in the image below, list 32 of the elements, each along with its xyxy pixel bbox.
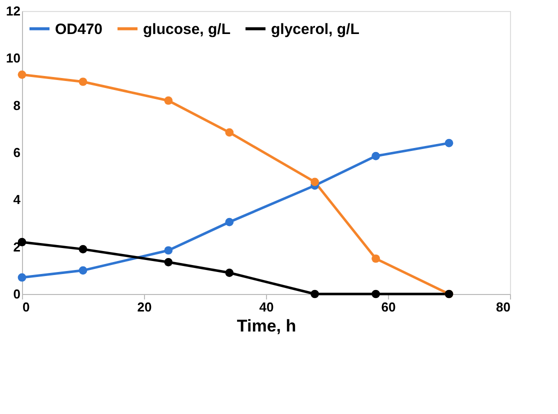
y-tick-label: 0	[13, 286, 20, 302]
y-tick-label: 12	[6, 4, 20, 18]
x-tick-label: 20	[137, 300, 152, 314]
point	[18, 70, 26, 79]
point	[164, 246, 173, 255]
y-tick-label: 10	[6, 50, 20, 66]
point	[444, 138, 454, 148]
point	[164, 96, 173, 105]
x-tick-label: 60	[381, 300, 396, 314]
point	[372, 290, 380, 298]
point	[310, 178, 319, 186]
point	[225, 128, 234, 137]
legend-label: OD470	[55, 20, 103, 38]
point	[225, 218, 234, 226]
point	[310, 290, 319, 298]
point	[372, 254, 380, 263]
point	[164, 258, 173, 266]
x-axis-title: Time, h	[236, 316, 296, 336]
point	[78, 78, 88, 86]
x-tick-label: 40	[259, 300, 274, 314]
point	[372, 152, 380, 160]
point	[78, 266, 88, 275]
x-tick-label: 0	[22, 300, 30, 314]
legend-label: glucose, g/L	[143, 20, 231, 38]
x-tick-label: 80	[496, 300, 510, 314]
y-tick-label: 8	[13, 98, 20, 113]
point	[78, 245, 88, 254]
point	[18, 273, 26, 282]
y-tick-label: 6	[13, 145, 20, 160]
point	[225, 268, 234, 277]
legend-label: glycerol, g/L	[271, 20, 360, 38]
y-tick-label: 4	[13, 192, 22, 208]
